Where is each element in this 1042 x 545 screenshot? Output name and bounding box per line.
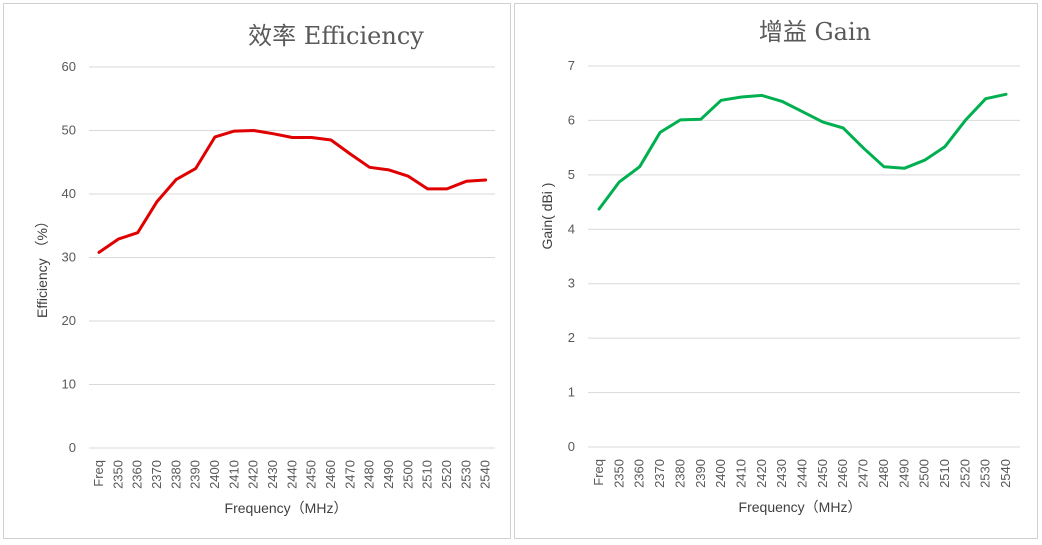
y-axis-label: Gain( dBi ) <box>539 183 555 250</box>
efficiency-chart-panel: 效率 Efficiency 0 10 20 30 40 50 60 Freq 2350 2360… <box>3 3 511 539</box>
gain-chart: 增益 Gain 0 1 2 3 4 5 6 7 Freq 2350 2360 2370 2380 239… <box>539 18 1020 515</box>
x-tick-label: 2370 <box>149 460 164 489</box>
x-tick-label: 2390 <box>693 459 708 488</box>
x-tick-label: 2410 <box>226 460 241 489</box>
chart-title: 效率 Efficiency <box>248 22 424 50</box>
x-tick-label: 2480 <box>362 460 377 489</box>
x-tick-label: 2380 <box>168 460 183 489</box>
x-tick-label: 2410 <box>733 459 748 488</box>
x-tick-label: 2480 <box>876 459 891 488</box>
x-tick-label: 2510 <box>937 459 952 488</box>
y-axis-label: Efficiency （%） <box>34 214 50 318</box>
x-tick-label: 2500 <box>917 459 932 488</box>
x-tick-label: 2470 <box>856 459 871 488</box>
y-tick-label: 50 <box>62 123 76 138</box>
x-tick-label: 2390 <box>188 460 203 489</box>
y-tick-label: 20 <box>62 313 76 328</box>
x-tick-label: Freq <box>91 460 106 487</box>
x-tick-label: 2360 <box>130 460 145 489</box>
x-tick-label: 2350 <box>611 459 626 488</box>
y-tick-label: 0 <box>69 440 76 455</box>
x-tick-label: 2420 <box>754 459 769 488</box>
x-tick-label: 2530 <box>978 459 993 488</box>
x-tick-label: 2380 <box>672 459 687 488</box>
x-tick-label: 2520 <box>957 459 972 488</box>
x-tick-label: 2430 <box>774 459 789 488</box>
x-axis-label: Frequency（MHz） <box>225 500 348 516</box>
x-tick-label: 2450 <box>304 460 319 489</box>
x-tick-label: Freq <box>591 459 606 486</box>
y-tick-label: 30 <box>62 250 76 265</box>
y-tick-label: 0 <box>568 439 575 454</box>
y-tick-label: 1 <box>568 385 575 400</box>
x-tick-label: 2500 <box>400 460 415 489</box>
x-tick-label: 2440 <box>284 460 299 489</box>
x-tick-label: 2490 <box>381 460 396 489</box>
y-tick-label: 7 <box>568 58 575 73</box>
x-tick-label: 2440 <box>795 459 810 488</box>
x-tick-label: 2510 <box>420 460 435 489</box>
series-line <box>97 129 488 254</box>
series-line <box>597 92 1008 211</box>
y-tick-label: 3 <box>568 276 575 291</box>
x-tick-label: 2430 <box>265 460 280 489</box>
y-tick-label: 6 <box>568 112 575 127</box>
y-tick-label: 2 <box>568 330 575 345</box>
x-tick-label: 2360 <box>632 459 647 488</box>
x-tick-label: 2540 <box>478 460 493 489</box>
x-tick-label: 2490 <box>896 459 911 488</box>
y-tick-label: 10 <box>62 377 76 392</box>
x-tick-label: 2520 <box>439 460 454 489</box>
x-tick-label: 2420 <box>246 460 261 489</box>
x-tick-label: 2470 <box>342 460 357 489</box>
x-axis-label: Frequency（MHz） <box>739 499 862 515</box>
x-tick-label: 2460 <box>835 459 850 488</box>
y-tick-label: 60 <box>62 59 76 74</box>
chart-title: 增益 Gain <box>759 18 871 46</box>
x-tick-label: 2540 <box>998 459 1013 488</box>
y-tick-label: 5 <box>568 167 575 182</box>
y-tick-label: 4 <box>568 221 575 236</box>
y-tick-label: 40 <box>62 186 76 201</box>
efficiency-chart: 效率 Efficiency 0 10 20 30 40 50 60 Freq 2350 2360… <box>34 22 495 516</box>
x-tick-label: 2350 <box>110 460 125 489</box>
x-tick-label: 2530 <box>458 460 473 489</box>
x-tick-label: 2400 <box>207 460 222 489</box>
x-tick-label: 2370 <box>652 459 667 488</box>
x-tick-label: 2450 <box>815 459 830 488</box>
x-tick-label: 2400 <box>713 459 728 488</box>
x-tick-label: 2460 <box>323 460 338 489</box>
gain-chart-panel: 增益 Gain 0 1 2 3 4 5 6 7 Freq 2350 2360 2370 2380 239… <box>514 3 1038 539</box>
